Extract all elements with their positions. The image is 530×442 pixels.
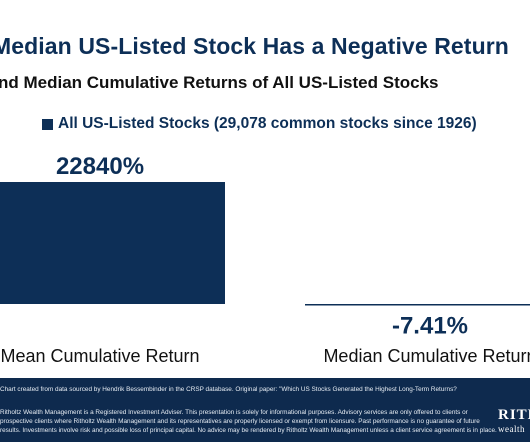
bar-median: [305, 304, 530, 306]
legend-swatch: [42, 118, 53, 130]
company-logo: RITH wealth: [498, 407, 530, 435]
disclaimer-line: Ritholtz Wealth Management is a Register…: [0, 409, 468, 416]
bar-chart: 22840% Mean Cumulative Return -7.41% Median…: [0, 153, 530, 366]
footer-source: Chart created from data sourced by Hendr…: [0, 386, 457, 393]
chart-title: Median US-Listed Stock Has a Negative Re…: [0, 33, 509, 59]
legend: All US-Listed Stocks (29,078 common stoc…: [42, 115, 477, 133]
data-label: -7.41%: [392, 313, 468, 340]
footer-disclaimer: Ritholtz Wealth Management is a Register…: [0, 408, 497, 435]
title-bar: [0, 0, 530, 64]
disclaimer-line: results. Investments involve risk and po…: [0, 427, 497, 434]
legend-label: All US-Listed Stocks (29,078 common stoc…: [58, 115, 477, 132]
category-label: Mean Cumulative Return: [0, 346, 199, 366]
category-label: Median Cumulative Return: [323, 346, 530, 366]
footer: Chart created from data sourced by Hendr…: [0, 378, 530, 442]
disclaimer-line: prospective clients where Ritholtz Wealt…: [0, 418, 480, 425]
chart-subtitle: nd Median Cumulative Returns of All US-L…: [0, 73, 439, 92]
data-label: 22840%: [56, 153, 144, 180]
bar-mean: [0, 182, 225, 304]
